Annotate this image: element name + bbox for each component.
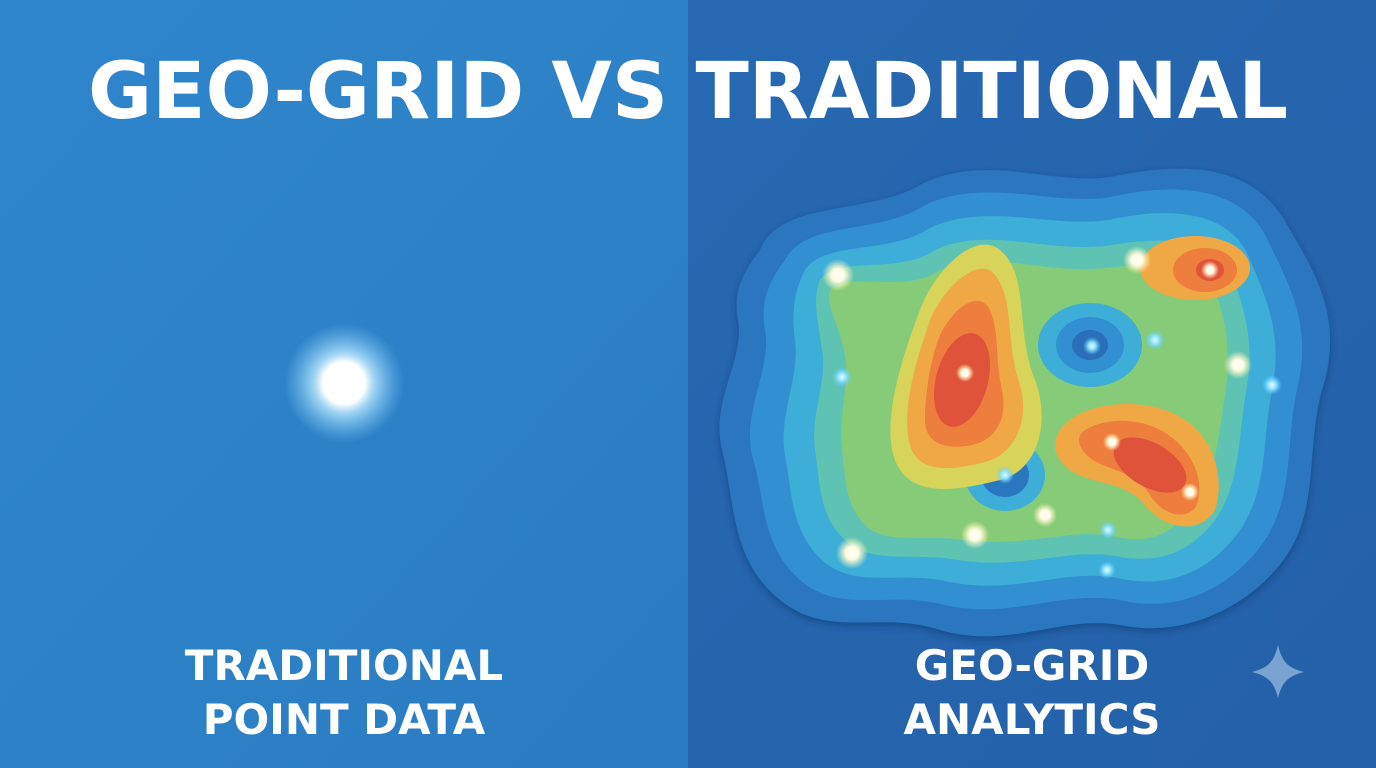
sample-point bbox=[1145, 330, 1165, 350]
title: GEO-GRID VS TRADITIONAL bbox=[88, 47, 1288, 137]
sample-point bbox=[1201, 261, 1219, 279]
sample-point bbox=[1123, 246, 1151, 274]
contour bbox=[1113, 437, 1187, 493]
sample-points bbox=[822, 246, 1282, 579]
panel-label: POINT DATA bbox=[203, 695, 486, 744]
sample-point bbox=[961, 521, 989, 549]
sample-point bbox=[1262, 375, 1282, 395]
sample-point bbox=[1083, 337, 1101, 355]
heatmap bbox=[719, 168, 1331, 637]
sample-point bbox=[1103, 433, 1121, 451]
panel-label: GEO-GRID bbox=[915, 641, 1149, 690]
sample-point bbox=[1098, 561, 1116, 579]
sparkle-icon bbox=[1252, 645, 1304, 698]
point bbox=[323, 362, 365, 404]
sample-point bbox=[836, 537, 868, 569]
sample-point bbox=[1181, 483, 1199, 501]
sample-point bbox=[1033, 503, 1057, 527]
panel-label: TRADITIONAL bbox=[185, 641, 503, 690]
sample-point bbox=[1224, 351, 1252, 379]
sample-point bbox=[996, 466, 1014, 484]
sample-point bbox=[956, 364, 974, 382]
sample-point bbox=[1099, 521, 1117, 539]
sample-point bbox=[822, 259, 854, 291]
sample-point bbox=[832, 367, 852, 387]
panel-label: ANALYTICS bbox=[904, 695, 1161, 744]
